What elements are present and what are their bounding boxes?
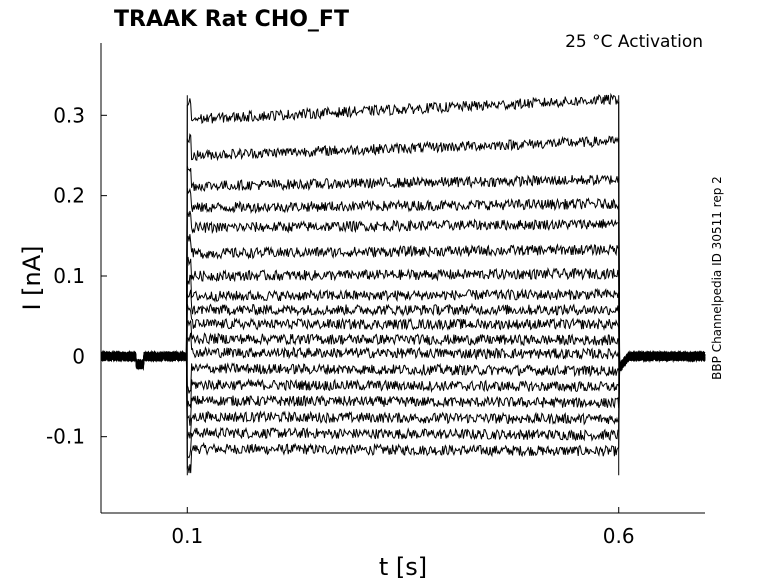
- y-tick-label: 0.1: [53, 264, 85, 288]
- series-line: [100, 133, 706, 369]
- x-tick-label: 0.6: [603, 524, 635, 548]
- series-line: [100, 274, 706, 372]
- series-line: [100, 256, 706, 371]
- series-line: [100, 319, 706, 370]
- x-tick-label: 0.1: [171, 524, 203, 548]
- series-line: [100, 289, 706, 371]
- series-line: [100, 210, 706, 370]
- chart-title: TRAAK Rat CHO_FT: [114, 7, 349, 32]
- series-line: [100, 187, 706, 372]
- series-line: [100, 349, 706, 426]
- trace-group: [100, 92, 706, 476]
- series-line: [100, 350, 706, 459]
- y-axis-label: I [nA]: [18, 245, 46, 310]
- y-tick-label: 0.2: [53, 184, 85, 208]
- axes: [100, 43, 705, 514]
- series-line: [100, 234, 706, 372]
- series-line: [100, 349, 706, 394]
- series-line: [100, 303, 706, 368]
- annotation-label: 25 °C Activation: [565, 32, 703, 52]
- series-line: [100, 349, 706, 474]
- y-tick-label: 0: [72, 344, 85, 368]
- y-tick-label: -0.1: [46, 425, 85, 449]
- series-line: [100, 332, 706, 372]
- series-line: [100, 349, 706, 440]
- series-line: [100, 349, 706, 408]
- tick-group: 0.1 0.6 -0.1 0 0.1 0.2 0.3: [46, 103, 635, 548]
- series-line: [100, 92, 706, 372]
- y-tick-label: 0.3: [53, 103, 85, 127]
- series-line: [101, 165, 706, 371]
- side-label: BBP Channelpedia ID 30511 rep 2: [710, 176, 724, 380]
- x-axis-label: t [s]: [379, 553, 427, 581]
